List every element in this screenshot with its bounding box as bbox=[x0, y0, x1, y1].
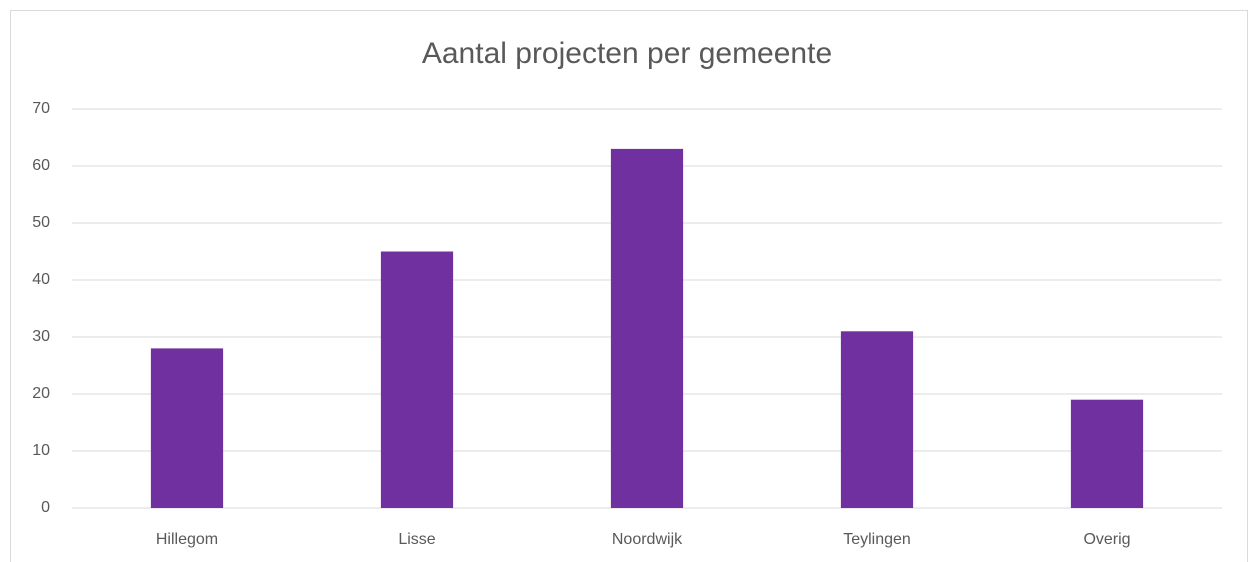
bar bbox=[380, 251, 454, 508]
x-tick-label: Hillegom bbox=[156, 531, 218, 548]
bar bbox=[1070, 399, 1144, 508]
x-tick-label: Teylingen bbox=[843, 531, 911, 548]
bar bbox=[610, 148, 684, 508]
x-tick-label: Lisse bbox=[398, 531, 435, 548]
bar bbox=[150, 348, 224, 508]
x-tick-label: Noordwijk bbox=[612, 531, 683, 548]
y-tick-label: 60 bbox=[32, 157, 50, 174]
y-tick-label: 0 bbox=[41, 499, 50, 516]
chart-title: Aantal projecten per gemeente bbox=[422, 37, 832, 70]
y-tick-label: 50 bbox=[32, 214, 50, 231]
bar bbox=[840, 331, 914, 508]
y-tick-label: 40 bbox=[32, 271, 50, 288]
y-tick-label: 10 bbox=[32, 442, 50, 459]
y-tick-label: 70 bbox=[32, 100, 50, 117]
y-tick-label: 30 bbox=[32, 328, 50, 345]
y-tick-label: 20 bbox=[32, 385, 50, 402]
x-tick-label: Overig bbox=[1083, 531, 1130, 548]
